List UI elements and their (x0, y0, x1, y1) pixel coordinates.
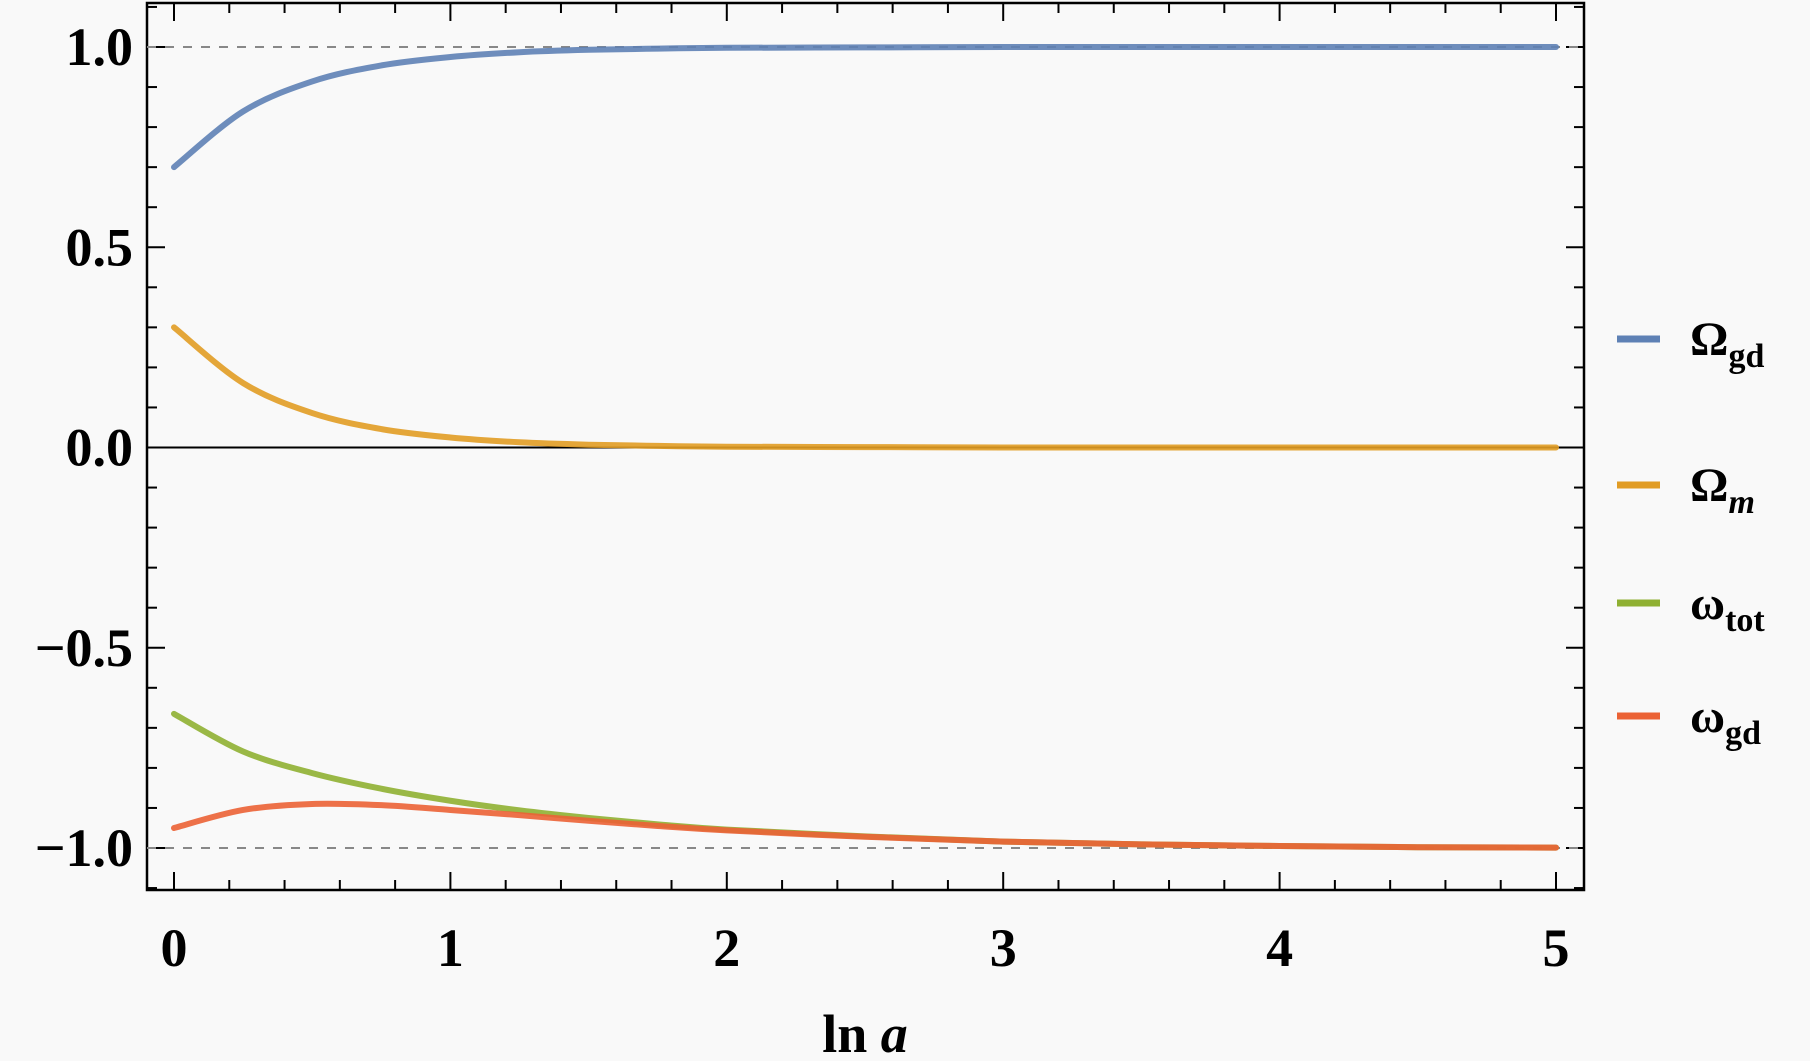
legend: Ωgd Ωm ωtot ωgd (1617, 313, 1765, 752)
legend-item: Ωgd (1617, 313, 1764, 375)
series-line-0 (171, 43, 1559, 171)
legend-label: Ωm (1690, 459, 1755, 521)
y-tick-label: 1.0 (66, 17, 134, 77)
legend-label: ωtot (1690, 577, 1765, 639)
y-tick-label: −1.0 (35, 818, 133, 878)
legend-label: ωgd (1690, 690, 1761, 752)
tick-labels: 0 1 2 3 4 5 −1.0 −0.5 0.0 0.5 1.0 (35, 17, 1570, 978)
legend-label: Ωgd (1690, 313, 1764, 375)
series-line-3 (171, 800, 1559, 851)
series-line-1 (171, 324, 1559, 451)
legend-item: Ωm (1617, 459, 1755, 521)
x-axis-label: ln a (822, 1004, 908, 1061)
x-tick-label: 0 (161, 918, 188, 978)
legend-item: ωtot (1617, 577, 1765, 639)
legend-item: ωgd (1617, 690, 1761, 752)
series-line-2 (171, 710, 1559, 851)
x-tick-label: 5 (1543, 918, 1570, 978)
x-tick-label: 3 (990, 918, 1017, 978)
x-tick-label: 1 (437, 918, 464, 978)
ticks (147, 3, 1584, 890)
y-tick-label: 0.0 (66, 418, 134, 478)
series-lines (171, 43, 1559, 851)
x-tick-label: 2 (713, 918, 740, 978)
y-tick-label: 0.5 (66, 217, 134, 277)
y-tick-label: −0.5 (35, 618, 133, 678)
x-tick-label: 4 (1266, 918, 1293, 978)
